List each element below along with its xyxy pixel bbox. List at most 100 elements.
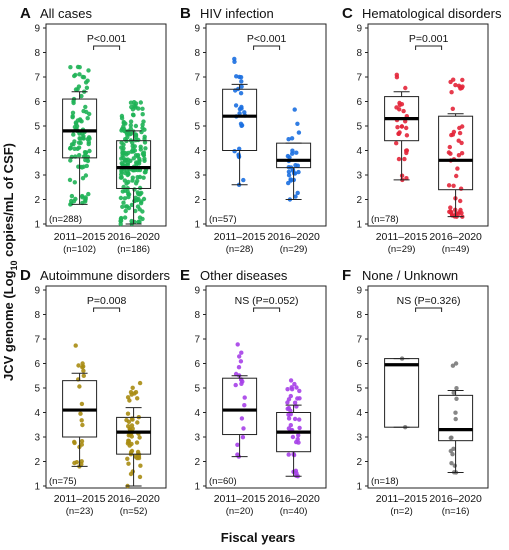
data-point — [122, 178, 128, 183]
category-label: 2011–2015 — [376, 493, 428, 505]
data-point — [125, 456, 130, 461]
y-tick-label: 9 — [34, 24, 40, 35]
data-point — [232, 59, 237, 64]
data-point — [297, 425, 302, 431]
data-point — [81, 133, 86, 139]
data-point — [80, 176, 86, 181]
data-point — [68, 145, 73, 151]
data-point — [81, 373, 86, 378]
data-point — [290, 434, 296, 440]
data-point — [232, 149, 237, 154]
data-point — [448, 151, 453, 156]
panel-title: None / Unknown — [362, 268, 458, 283]
data-point — [289, 136, 295, 141]
category-label: 2016–2020 — [429, 493, 482, 505]
data-point — [83, 157, 88, 163]
data-point — [125, 157, 131, 162]
y-tick-label: 9 — [194, 24, 200, 35]
data-point — [128, 119, 134, 124]
data-point — [239, 84, 244, 89]
data-point — [77, 153, 82, 158]
y-tick-label: 1 — [34, 482, 40, 493]
data-point — [141, 196, 147, 202]
data-point — [143, 146, 148, 151]
data-point — [84, 109, 89, 115]
data-point — [241, 177, 246, 183]
p-value: P<0.001 — [87, 33, 127, 45]
data-point — [83, 199, 88, 204]
data-point — [450, 106, 455, 112]
data-point — [403, 85, 408, 91]
data-point — [126, 171, 131, 177]
data-point — [296, 130, 302, 135]
data-point — [119, 172, 124, 177]
data-point — [77, 131, 82, 136]
y-tick-label: 3 — [34, 171, 40, 182]
data-point — [83, 80, 89, 85]
data-point — [69, 193, 75, 199]
data-point — [240, 435, 246, 440]
data-point — [128, 126, 133, 131]
y-tick-label: 9 — [34, 286, 40, 297]
data-point — [397, 102, 403, 108]
data-point — [83, 195, 88, 200]
data-point — [454, 396, 459, 401]
category-label: 2011–2015 — [54, 231, 106, 243]
p-value: NS (P=0.326) — [397, 295, 461, 307]
box-iqr — [438, 394, 474, 442]
data-point — [286, 173, 292, 178]
data-point — [120, 204, 125, 209]
data-point — [143, 169, 148, 175]
data-point — [454, 211, 459, 216]
data-point — [120, 148, 125, 153]
y-tick-label: 4 — [356, 146, 362, 157]
data-point — [118, 195, 124, 201]
plot-frame — [367, 23, 489, 227]
data-point — [402, 156, 407, 162]
data-point — [129, 149, 134, 154]
data-point — [138, 463, 143, 468]
data-point — [450, 363, 456, 368]
category-label: 2011–2015 — [376, 231, 428, 243]
y-tick-label: 4 — [194, 408, 200, 419]
n-total: (n=18) — [371, 476, 399, 487]
data-point — [83, 151, 88, 156]
y-tick-label: 7 — [34, 335, 40, 346]
data-point — [121, 200, 126, 205]
data-point — [286, 137, 291, 142]
box-iqr — [116, 416, 152, 455]
y-tick-label: 2 — [34, 457, 40, 468]
data-point — [453, 361, 459, 366]
data-point — [123, 204, 129, 209]
data-point — [288, 378, 294, 383]
data-point — [86, 141, 91, 147]
data-point — [242, 110, 247, 115]
data-point — [130, 178, 135, 183]
data-point — [83, 104, 88, 110]
y-tick-label: 8 — [356, 310, 362, 321]
data-point — [86, 135, 92, 140]
data-point — [453, 416, 458, 422]
data-point — [132, 148, 138, 153]
data-point — [85, 116, 90, 121]
data-point — [138, 144, 143, 149]
data-point — [297, 417, 302, 422]
significance-bracket — [93, 307, 121, 312]
data-point — [448, 205, 453, 210]
data-point — [130, 426, 135, 431]
data-point — [70, 114, 75, 119]
data-point — [286, 169, 292, 174]
data-point — [131, 113, 136, 118]
data-point — [79, 418, 84, 423]
y-tick-label: 6 — [34, 97, 40, 108]
y-tick-label: 2 — [356, 195, 362, 206]
data-point — [286, 416, 292, 421]
data-point — [73, 343, 78, 348]
data-point — [285, 400, 290, 405]
y-tick-label: 8 — [194, 48, 200, 59]
y-tick-label: 2 — [356, 457, 362, 468]
x-axis-title: Fiscal years — [221, 530, 295, 545]
y-tick-label: 1 — [194, 482, 200, 493]
